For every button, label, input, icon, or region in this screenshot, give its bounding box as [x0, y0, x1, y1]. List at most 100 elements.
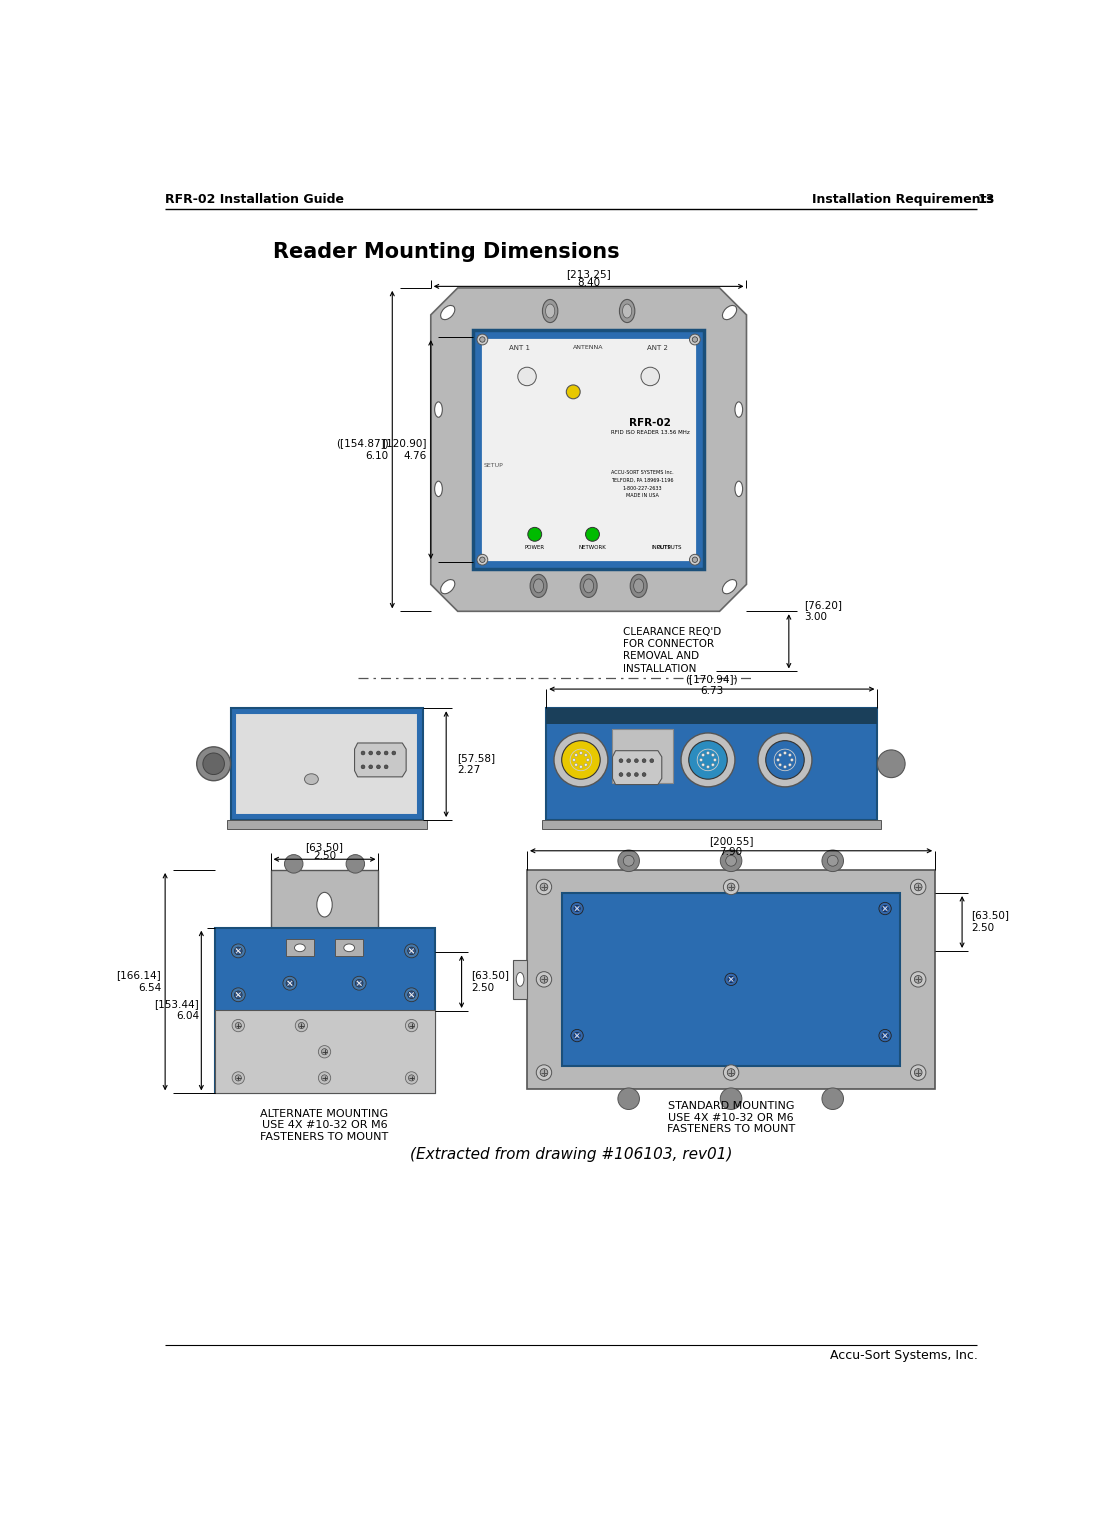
Circle shape — [624, 855, 634, 866]
Circle shape — [915, 1069, 922, 1076]
Circle shape — [352, 977, 367, 990]
Circle shape — [571, 1030, 584, 1042]
Text: [200.55]: [200.55] — [709, 837, 753, 846]
Circle shape — [714, 759, 716, 762]
Text: USE 4X #10-32 OR M6: USE 4X #10-32 OR M6 — [262, 1121, 388, 1130]
Text: 2.50: 2.50 — [313, 851, 336, 862]
Circle shape — [319, 1072, 331, 1084]
Circle shape — [573, 759, 576, 762]
Circle shape — [765, 740, 804, 779]
Text: ANTENNA: ANTENNA — [574, 345, 604, 351]
Text: Accu-Sort Systems, Inc.: Accu-Sort Systems, Inc. — [830, 1349, 977, 1363]
Text: ANT 2: ANT 2 — [647, 345, 668, 351]
Text: ANT 1: ANT 1 — [509, 345, 530, 351]
Circle shape — [377, 765, 380, 768]
Circle shape — [540, 975, 548, 983]
Circle shape — [408, 947, 416, 955]
Circle shape — [585, 754, 587, 756]
Text: FASTENERS TO MOUNT: FASTENERS TO MOUNT — [667, 1124, 795, 1134]
Circle shape — [480, 556, 485, 563]
Text: RFR-02 Installation Guide: RFR-02 Installation Guide — [165, 193, 344, 205]
Text: 2.27: 2.27 — [457, 765, 480, 774]
Ellipse shape — [434, 402, 442, 417]
Bar — [480, 337, 697, 563]
Text: [57.58]: [57.58] — [457, 753, 495, 762]
Text: 6.54: 6.54 — [138, 983, 162, 993]
Text: 2.50: 2.50 — [471, 983, 494, 993]
Circle shape — [284, 854, 303, 874]
Bar — [473, 330, 704, 569]
Circle shape — [776, 759, 780, 762]
Circle shape — [571, 903, 584, 915]
Circle shape — [322, 1049, 328, 1055]
Text: 6.04: 6.04 — [176, 1012, 199, 1021]
Circle shape — [618, 1088, 639, 1110]
Text: STANDARD MOUNTING: STANDARD MOUNTING — [667, 1101, 794, 1111]
Circle shape — [789, 763, 791, 766]
Bar — [227, 820, 427, 829]
Circle shape — [322, 1075, 328, 1081]
Text: NETWORK: NETWORK — [578, 544, 606, 550]
Ellipse shape — [530, 575, 547, 598]
Circle shape — [405, 1072, 418, 1084]
Circle shape — [409, 1075, 414, 1081]
Ellipse shape — [631, 575, 647, 598]
Bar — [612, 730, 673, 783]
Text: ([154.87]): ([154.87]) — [335, 438, 389, 449]
Circle shape — [540, 883, 548, 891]
Text: [63.50]: [63.50] — [305, 842, 343, 852]
Ellipse shape — [735, 481, 743, 497]
Circle shape — [692, 556, 697, 563]
Polygon shape — [354, 744, 407, 777]
Circle shape — [540, 1069, 548, 1076]
Circle shape — [574, 906, 580, 912]
Text: CLEARANCE REQ'D: CLEARANCE REQ'D — [624, 627, 722, 636]
Bar — [546, 708, 878, 820]
Circle shape — [408, 990, 416, 998]
Circle shape — [774, 750, 795, 771]
Text: [76.20]: [76.20] — [804, 599, 842, 610]
Text: (Extracted from drawing #106103, rev01): (Extracted from drawing #106103, rev01) — [410, 1147, 732, 1162]
Circle shape — [384, 765, 388, 768]
Ellipse shape — [543, 299, 558, 322]
Circle shape — [635, 773, 638, 777]
Bar — [527, 871, 935, 1090]
Circle shape — [574, 1033, 580, 1039]
Text: ALTERNATE MOUNTING: ALTERNATE MOUNTING — [261, 1108, 389, 1119]
Text: [166.14]: [166.14] — [117, 970, 162, 981]
Text: 3.00: 3.00 — [804, 613, 828, 622]
Circle shape — [295, 1019, 307, 1032]
Bar — [231, 708, 423, 820]
Ellipse shape — [723, 579, 736, 593]
Circle shape — [369, 751, 373, 754]
Circle shape — [232, 987, 245, 1001]
Circle shape — [536, 1065, 551, 1081]
Circle shape — [783, 765, 786, 768]
Circle shape — [392, 751, 395, 754]
Circle shape — [706, 751, 710, 754]
Circle shape — [697, 750, 719, 771]
Circle shape — [910, 972, 926, 987]
Bar — [514, 960, 527, 998]
Circle shape — [721, 849, 742, 872]
Text: INSTALLATION: INSTALLATION — [624, 664, 696, 673]
Ellipse shape — [634, 579, 644, 593]
Text: RFID ISO READER 13.56 MHz: RFID ISO READER 13.56 MHz — [610, 431, 690, 435]
Circle shape — [619, 773, 623, 777]
Circle shape — [286, 980, 294, 987]
Text: REMOVAL AND: REMOVAL AND — [624, 652, 700, 661]
Circle shape — [828, 855, 838, 866]
Circle shape — [232, 944, 245, 958]
Text: 6.73: 6.73 — [701, 685, 723, 696]
Circle shape — [723, 1065, 739, 1081]
Text: [153.44]: [153.44] — [154, 1000, 199, 1009]
Circle shape — [299, 1023, 304, 1029]
Circle shape — [882, 906, 888, 912]
Ellipse shape — [534, 579, 544, 593]
Circle shape — [409, 1023, 414, 1029]
Circle shape — [627, 773, 631, 777]
Ellipse shape — [344, 944, 354, 952]
Text: 4.76: 4.76 — [403, 451, 427, 461]
Circle shape — [234, 947, 242, 955]
Text: ([170.94]): ([170.94]) — [685, 675, 739, 684]
